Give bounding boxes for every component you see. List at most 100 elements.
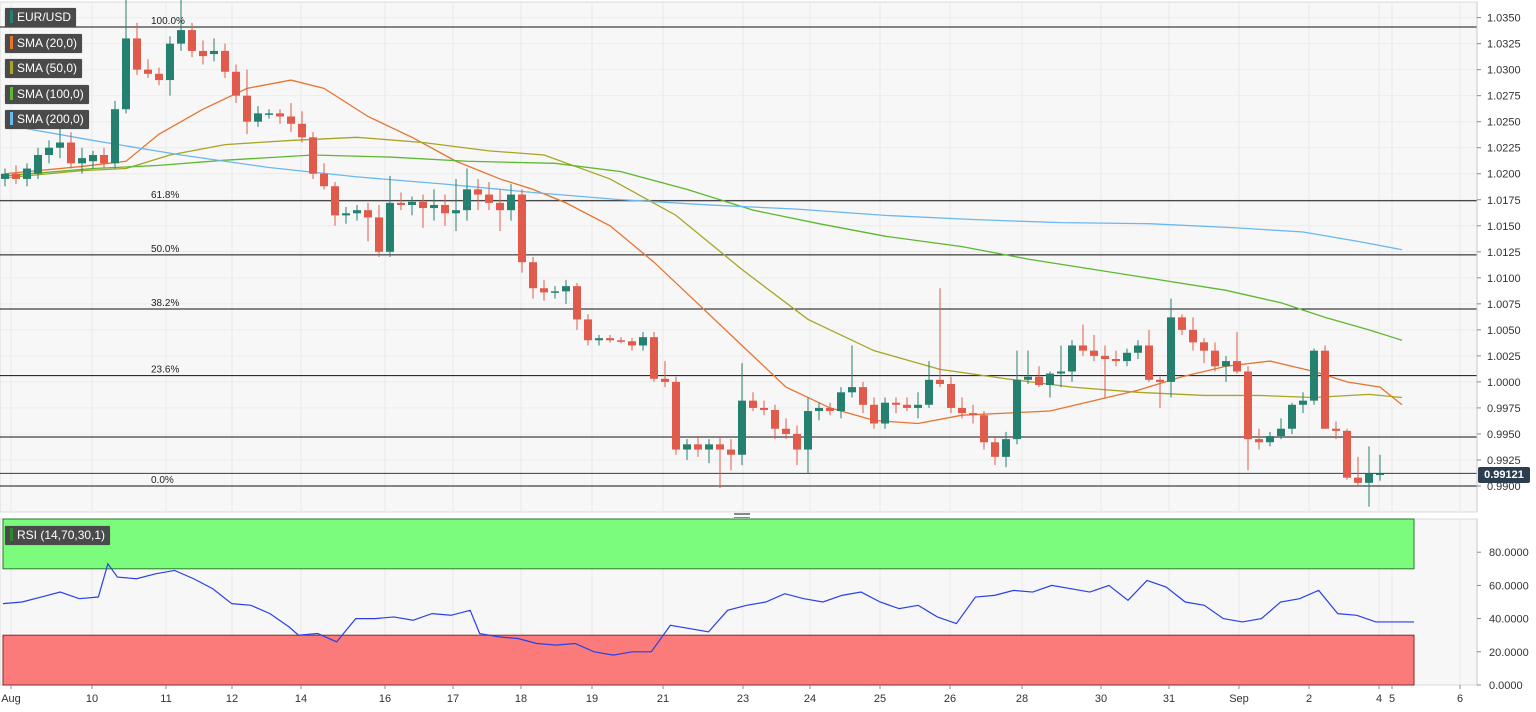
candle	[430, 189, 438, 221]
candle-body	[1299, 400, 1307, 405]
candle-body	[56, 142, 64, 148]
x-tick-label: 23	[737, 693, 749, 705]
candle	[1178, 314, 1186, 336]
candle	[463, 168, 471, 221]
candle-body	[243, 95, 251, 122]
candle-body	[540, 288, 548, 293]
candle	[573, 283, 581, 330]
candle-body	[1222, 361, 1230, 367]
legend-sma-20[interactable]: SMA (20,0)	[5, 34, 83, 53]
legend-sma-50[interactable]: SMA (50,0)	[5, 59, 83, 78]
x-tick-label: 24	[804, 693, 816, 705]
candle-body	[221, 50, 229, 72]
candle-body	[177, 30, 185, 44]
legend-rsi[interactable]: RSI (14,70,30,1)	[5, 526, 111, 545]
candle-body	[1200, 342, 1208, 351]
candle	[1134, 340, 1142, 359]
candle	[78, 147, 86, 174]
sma-line-3	[4, 154, 1403, 341]
x-tick-label: 30	[1095, 693, 1107, 705]
candle	[815, 402, 823, 421]
candle-body	[67, 142, 75, 164]
candle	[386, 175, 394, 257]
candle	[485, 182, 493, 211]
candle	[188, 22, 196, 58]
y-tick-label: 1.0075	[1487, 299, 1521, 311]
fib-level-label: 100.0%	[151, 16, 185, 27]
candle-body	[12, 173, 20, 179]
candle-body	[364, 210, 372, 218]
candle-body	[100, 155, 108, 164]
panel-resize-handle-line	[734, 517, 750, 518]
candle-body	[1112, 359, 1120, 362]
candle-body	[1035, 376, 1043, 386]
candle-body	[1013, 379, 1021, 440]
price-axis: 1.0350 1.0325 1.0300 1.0275 1.0250 1.0225 1.02…	[1476, 2, 1521, 512]
candle	[760, 400, 768, 416]
candle	[34, 147, 42, 179]
x-tick-label: 26	[944, 693, 956, 705]
x-tick-label: 17	[447, 693, 459, 705]
candles	[1, 0, 1384, 507]
candle	[1222, 355, 1230, 382]
candle-body	[375, 217, 383, 252]
candle-body	[529, 262, 537, 289]
candle	[1057, 345, 1065, 388]
symbol-label[interactable]: EUR/USD	[5, 8, 77, 27]
candle	[749, 392, 757, 412]
candle	[122, 0, 130, 114]
candle	[1156, 376, 1164, 408]
x-tick-label: 11	[160, 693, 171, 705]
candle-body	[980, 415, 988, 443]
candle-body	[199, 50, 207, 57]
candle-body	[1189, 329, 1197, 343]
legend-sma-100[interactable]: SMA (100,0)	[5, 85, 89, 104]
rsi-tick-label: 20.0000	[1489, 647, 1529, 659]
candle-body	[397, 202, 405, 205]
candle	[1277, 418, 1285, 440]
candle	[166, 36, 174, 96]
candle	[540, 279, 548, 301]
fib-level-label: 38.2%	[151, 298, 179, 309]
candle-body	[430, 204, 438, 209]
candle-body	[1079, 345, 1087, 351]
candle	[45, 140, 53, 164]
candle	[1255, 428, 1263, 450]
candle-body	[254, 113, 262, 122]
candle	[969, 404, 977, 424]
candle-body	[958, 407, 966, 414]
candle	[221, 43, 229, 78]
candle	[1, 168, 9, 187]
candle-body	[188, 30, 196, 51]
rsi-swatch	[10, 528, 13, 541]
rsi-line	[2, 562, 1414, 656]
candle-body	[705, 444, 713, 450]
candle-body	[969, 413, 977, 416]
sma-line-4	[4, 124, 1403, 251]
candle-body	[1178, 317, 1186, 330]
candle	[672, 376, 680, 455]
candle-body	[1057, 371, 1065, 374]
candle	[56, 123, 64, 159]
candle	[133, 22, 141, 75]
candle	[507, 184, 515, 221]
candle-body	[562, 286, 570, 292]
candle	[716, 436, 724, 489]
y-tick-label: 1.0100	[1487, 273, 1521, 285]
candle	[837, 387, 845, 419]
candle-body	[1145, 345, 1153, 380]
candle	[100, 147, 108, 169]
candle-body	[793, 433, 801, 450]
candle-body	[617, 340, 625, 342]
candle	[1123, 348, 1131, 367]
fibonacci-levels: 100.0% 61.8% 50.0% 38.2% 23.6% 0.0%	[0, 16, 1477, 487]
y-tick-label: 1.0325	[1487, 39, 1521, 51]
legend-sma-200[interactable]: SMA (200,0)	[5, 110, 89, 129]
candle	[584, 314, 592, 346]
candle	[1035, 366, 1043, 388]
candle	[364, 202, 372, 242]
candle-body	[650, 337, 658, 379]
candle	[1024, 350, 1032, 384]
